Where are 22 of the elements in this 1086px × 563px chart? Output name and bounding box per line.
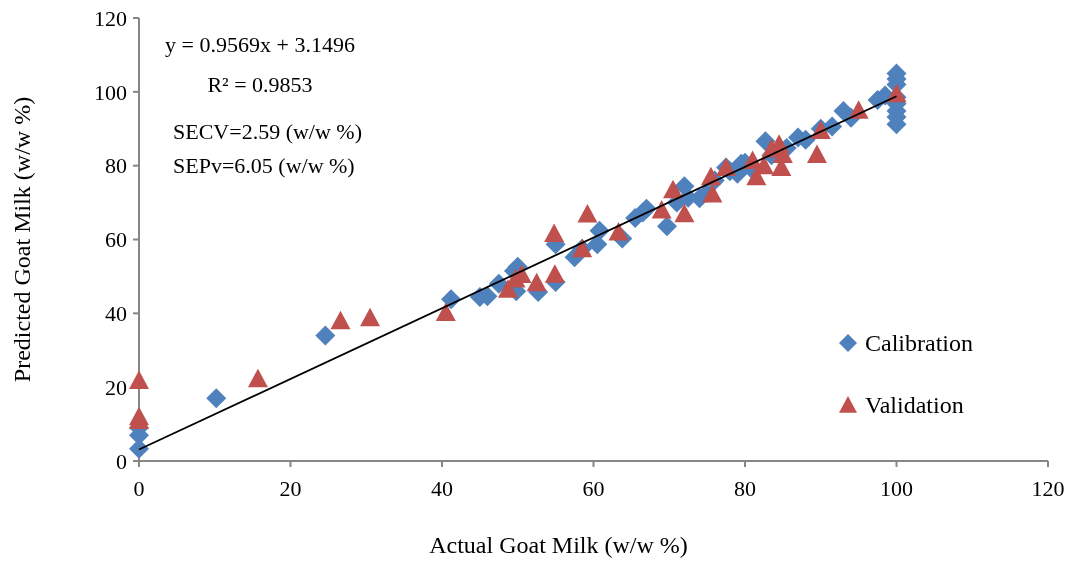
y-tick-label: 60 <box>105 227 127 253</box>
y-tick-label: 0 <box>116 448 127 474</box>
y-tick-label: 100 <box>94 79 127 105</box>
y-tick-label: 80 <box>105 153 127 179</box>
legend-label: Calibration <box>865 330 973 357</box>
x-tick-label: 40 <box>431 476 453 501</box>
y-axis-title: Predicted Goat Milk (w/w %) <box>9 96 35 383</box>
x-tick-label: 0 <box>133 476 145 501</box>
x-tick-label: 60 <box>582 476 605 501</box>
annotation: y = 0.9569x + 3.1496 <box>165 32 355 57</box>
y-tick-label: 120 <box>94 5 127 31</box>
x-tick-label: 120 <box>1031 476 1065 501</box>
x-axis-title: Actual Goat Milk (w/w %) <box>429 532 688 558</box>
legend-label: Validation <box>865 392 964 419</box>
y-tick-label: 40 <box>105 301 127 327</box>
annotation: R² = 0.9853 <box>207 72 313 97</box>
annotation: SECV=2.59 (w/w %) <box>173 119 363 144</box>
x-tick-label: 100 <box>880 476 913 501</box>
x-tick-label: 80 <box>734 476 756 501</box>
y-tick-label: 20 <box>105 374 127 400</box>
annotation: SEPv=6.05 (w/w %) <box>173 153 355 178</box>
x-tick-label: 20 <box>279 476 302 501</box>
